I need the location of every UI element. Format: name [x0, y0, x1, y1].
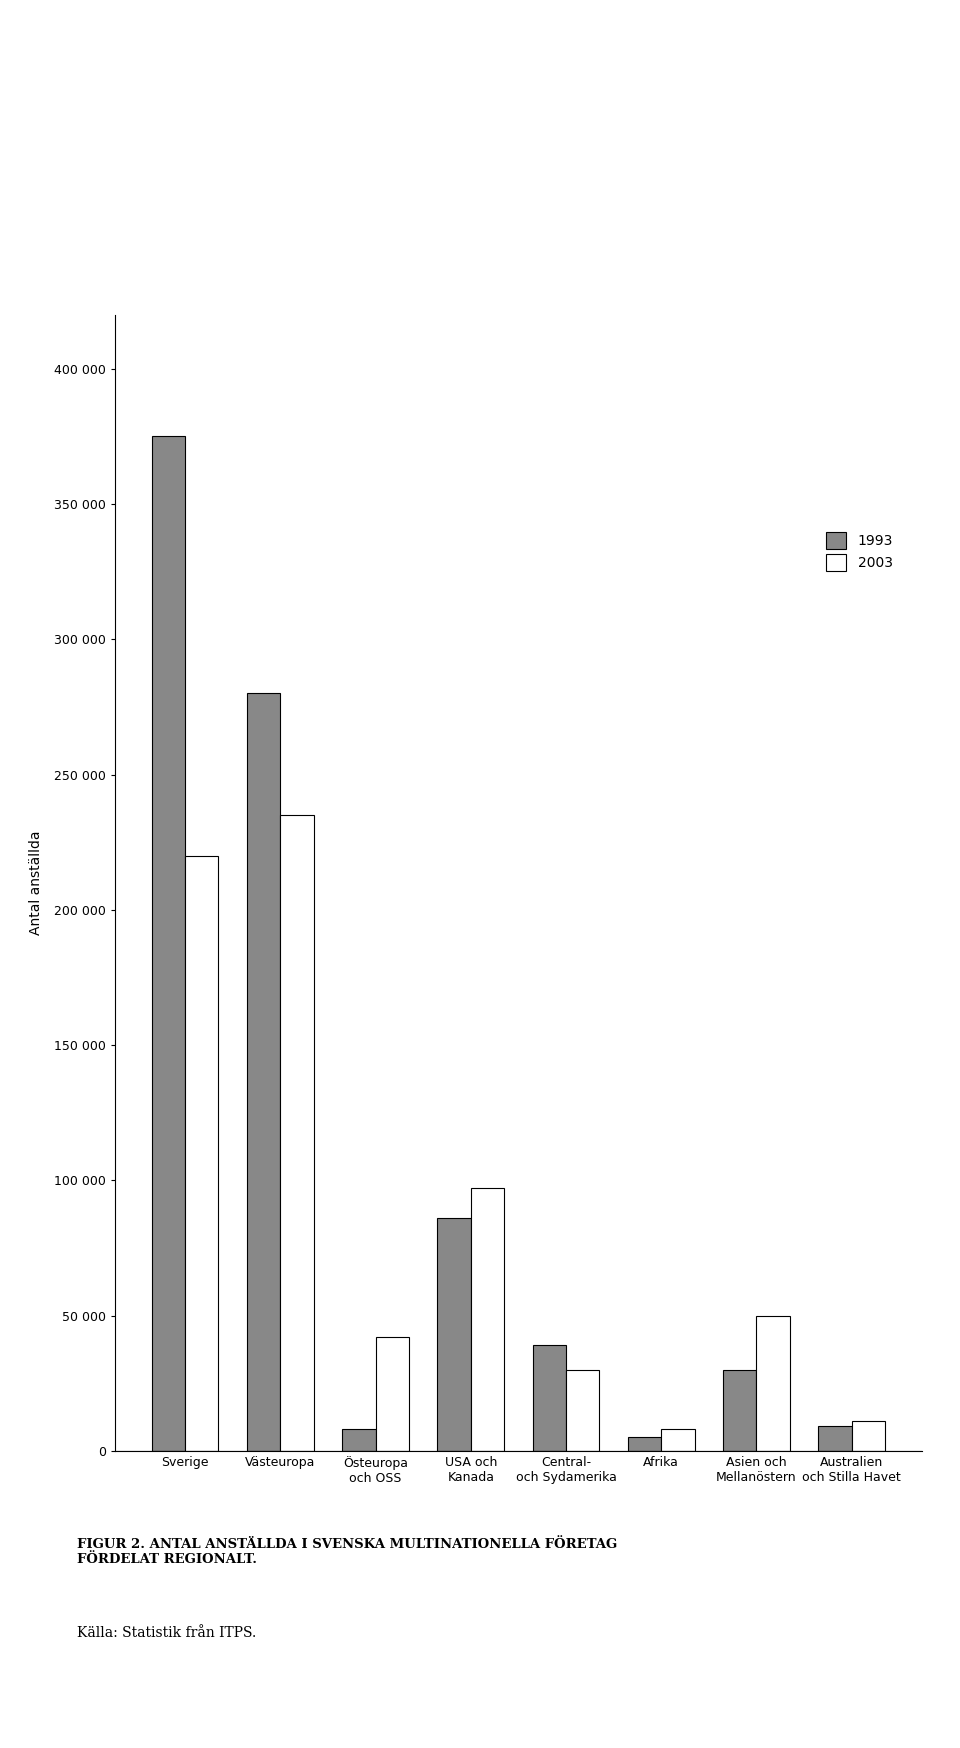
Bar: [247, 694, 280, 1451]
Bar: [280, 815, 314, 1451]
Bar: [628, 1437, 661, 1451]
Bar: [756, 1316, 790, 1451]
Bar: [566, 1370, 599, 1451]
Bar: [152, 437, 185, 1451]
Legend: 1993, 2003: 1993, 2003: [820, 526, 899, 577]
Bar: [438, 1218, 470, 1451]
Text: FIGUR 2. ANTAL ANSTÄLLDA I SVENSKA MULTINATIONELLA FÖRETAG
FÖRDELAT REGIONALT.: FIGUR 2. ANTAL ANSTÄLLDA I SVENSKA MULTI…: [77, 1538, 617, 1566]
Bar: [185, 857, 219, 1451]
Bar: [852, 1421, 885, 1451]
Bar: [723, 1370, 756, 1451]
Bar: [661, 1430, 694, 1451]
Text: Källa: Statistik från ITPS.: Källa: Statistik från ITPS.: [77, 1626, 256, 1640]
Bar: [343, 1430, 375, 1451]
Y-axis label: Antal anställda: Antal anställda: [29, 830, 42, 935]
Bar: [470, 1189, 504, 1451]
Bar: [375, 1337, 409, 1451]
Bar: [533, 1346, 566, 1451]
Bar: [818, 1426, 852, 1451]
